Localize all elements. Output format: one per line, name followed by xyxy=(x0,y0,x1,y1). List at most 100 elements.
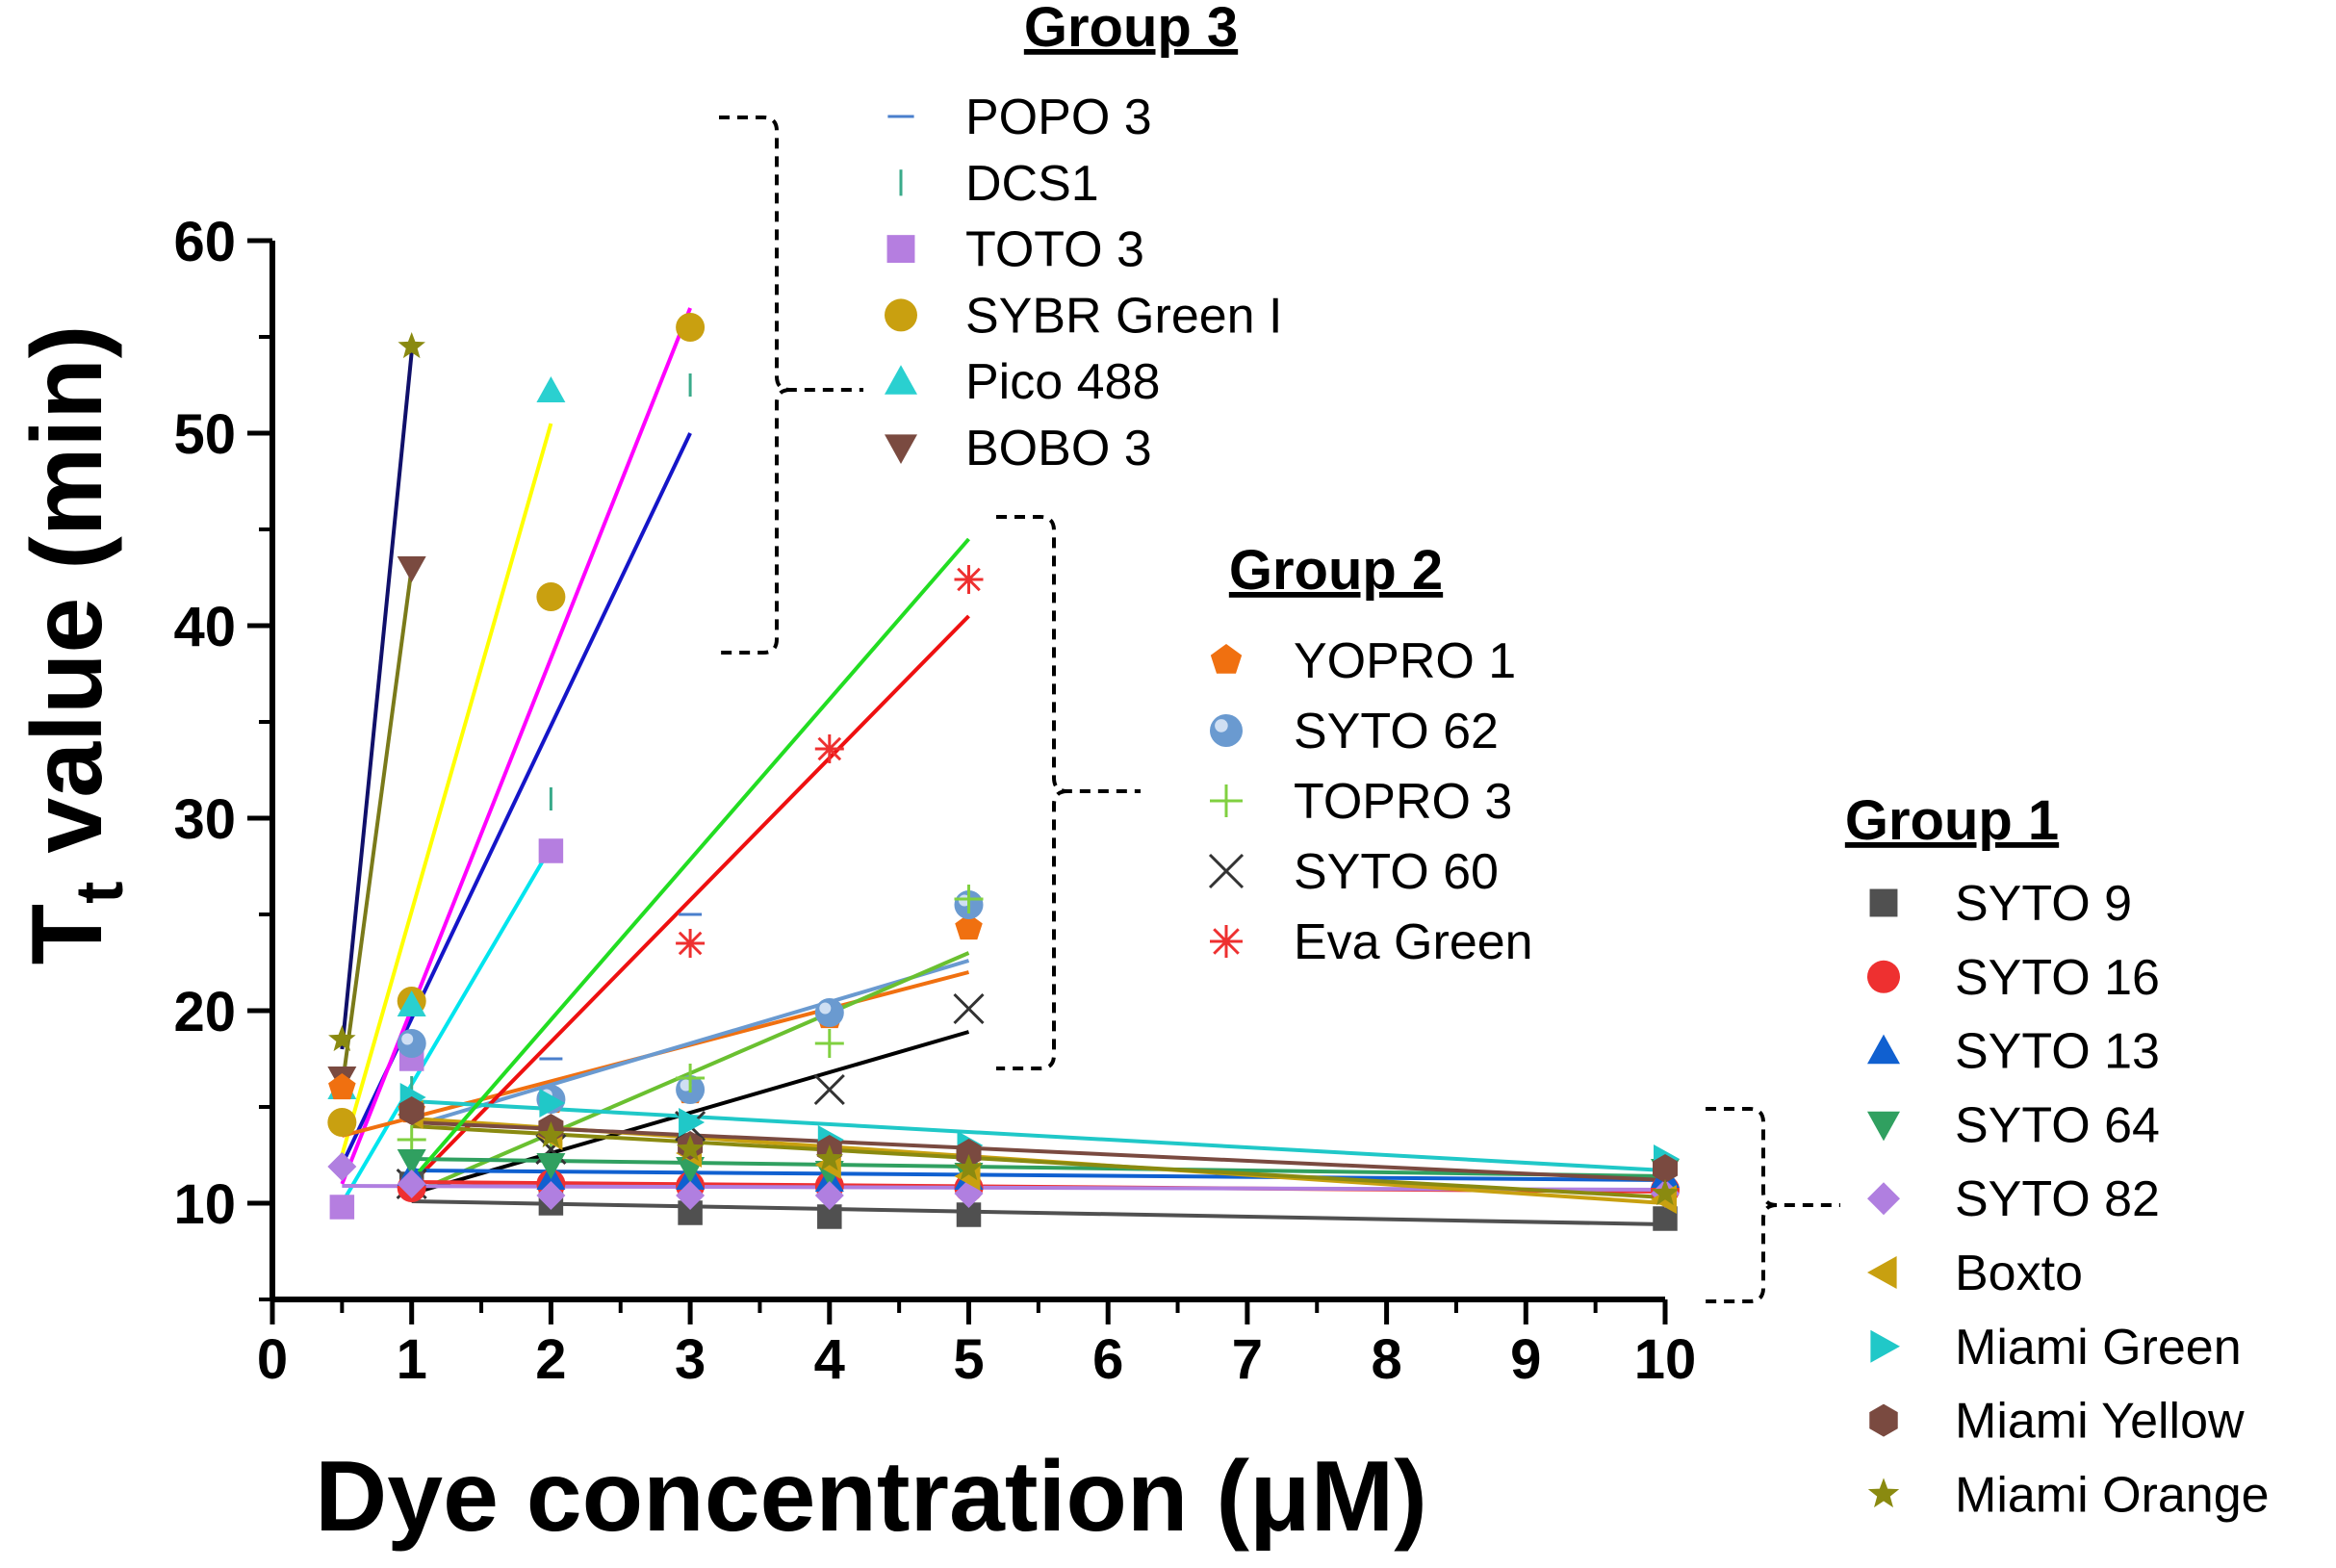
data-point xyxy=(814,734,844,763)
data-point xyxy=(397,990,426,1016)
data-point xyxy=(814,1029,844,1058)
data-point xyxy=(954,565,984,594)
x-b xyxy=(953,992,985,1025)
y-tick-label: 50 xyxy=(173,403,236,466)
legend-marker xyxy=(1869,888,1898,917)
legend-marker xyxy=(886,235,915,264)
data-point xyxy=(955,913,983,940)
legend-marker xyxy=(1210,644,1243,674)
fit-line xyxy=(411,1099,1666,1172)
legend-group-2: Group 2 YOPRO 1 SYTO 62 TOPRO 3 SYTO 60 Eva G… xyxy=(1208,539,1533,970)
legend-label: SYTO 62 xyxy=(1294,704,1499,759)
data-point xyxy=(397,1149,426,1175)
legend-marker xyxy=(1867,1034,1900,1065)
legend-marker xyxy=(1210,714,1243,747)
legend-marker xyxy=(1208,853,1245,889)
data-point xyxy=(676,313,706,342)
legend-group-1: Group 1 SYTO 9 SYTO 16 SYTO 13 SYTO 64 SYTO 8… xyxy=(1845,789,2270,1523)
legend-label: DCS1 xyxy=(965,156,1099,212)
data-point xyxy=(398,1096,424,1125)
fit-line xyxy=(411,1169,1666,1182)
legend-label: SYTO 13 xyxy=(1955,1024,2160,1080)
y-axis-title-main: T xyxy=(12,904,123,965)
fit-line xyxy=(411,1199,1666,1226)
ast-b xyxy=(1213,928,1240,955)
fit-line xyxy=(411,1030,970,1195)
data-point xyxy=(327,1152,357,1181)
group-bracket xyxy=(1706,1107,1840,1303)
legend-marker xyxy=(1867,1111,1900,1142)
legend-group-3: Group 3 POPO 3 DCS1 TOTO 3 SYBR Green I Pico … xyxy=(885,0,1282,476)
sphere-body xyxy=(814,998,844,1027)
fit-line xyxy=(340,307,692,1185)
legend-label: SYTO 64 xyxy=(1955,1097,2160,1153)
x-tick-label: 7 xyxy=(1232,1328,1263,1391)
fit-line xyxy=(340,351,414,1050)
fit-line xyxy=(410,537,971,1182)
legend-label: TOPRO 3 xyxy=(1294,774,1512,830)
fit-line xyxy=(411,1157,1666,1178)
x-tick-label: 9 xyxy=(1510,1328,1541,1391)
y-tick-label: 40 xyxy=(173,596,236,658)
fit-line xyxy=(340,423,553,1156)
legend-marker xyxy=(1210,784,1243,817)
data-point xyxy=(814,998,844,1027)
legend-label: TOTO 3 xyxy=(965,222,1144,278)
legend-label: SYBR Green I xyxy=(965,288,1282,344)
data-point xyxy=(814,1181,844,1210)
data-point xyxy=(676,1064,706,1092)
legend-label: YOPRO 1 xyxy=(1294,633,1516,689)
legend-title: Group 3 xyxy=(1024,0,1238,59)
y-axis-title-rest: value (min) xyxy=(12,325,123,882)
ast-b xyxy=(957,567,981,592)
data-point xyxy=(397,1170,426,1198)
data-point xyxy=(676,929,706,958)
legend-label: Boxto xyxy=(1955,1246,2083,1301)
legend-marker xyxy=(1869,1403,1898,1437)
sphere-body xyxy=(397,1029,426,1058)
legend-label: SYTO 82 xyxy=(1955,1171,2160,1227)
fit-line xyxy=(411,1120,1666,1182)
legend-label: Miami Yellow xyxy=(1955,1394,2245,1450)
data-point xyxy=(536,582,566,611)
data-point xyxy=(953,992,985,1025)
legend-marker xyxy=(885,434,917,464)
legend-marker xyxy=(1210,925,1243,958)
data-point xyxy=(954,885,984,913)
legend-marker xyxy=(1867,1256,1897,1289)
data-point xyxy=(679,1108,706,1137)
data-point xyxy=(676,1135,705,1162)
legend-marker xyxy=(885,298,917,332)
data-point xyxy=(1653,1154,1678,1183)
fit-line xyxy=(340,567,414,1089)
legend-marker xyxy=(885,365,917,395)
group-bracket xyxy=(719,116,863,655)
y-tick-label: 20 xyxy=(173,981,236,1043)
x-tick-label: 2 xyxy=(535,1328,566,1391)
legend-label: Miami Green xyxy=(1955,1320,2242,1375)
x-tick-label: 1 xyxy=(397,1328,427,1391)
chart-axes: 0 1 2 3 4 5 6 7 8 9 10 10 20 30 40 50 60 xyxy=(173,211,1696,1391)
legend-label: SYTO 60 xyxy=(1294,844,1499,900)
x-b xyxy=(813,1073,845,1106)
sphere-highlight xyxy=(1215,719,1228,733)
data-point xyxy=(539,1089,566,1118)
legend-marker xyxy=(1870,1329,1900,1363)
x-tick-label: 4 xyxy=(814,1328,845,1391)
data-point xyxy=(397,1029,426,1058)
fit-line xyxy=(410,614,970,1186)
data-point xyxy=(397,556,426,582)
sphere-highlight xyxy=(401,1033,414,1045)
y-tick-label: 10 xyxy=(173,1173,236,1236)
data-points xyxy=(327,313,1680,1231)
sphere-highlight xyxy=(819,1002,832,1015)
data-point xyxy=(329,1195,355,1220)
x-tick-label: 3 xyxy=(675,1328,706,1391)
x-tick-label: 8 xyxy=(1371,1328,1401,1391)
legends: Group 3 POPO 3 DCS1 TOTO 3 SYBR Green I Pico … xyxy=(885,0,2270,1523)
legend-label: POPO 3 xyxy=(965,90,1152,145)
legend-label: Eva Green xyxy=(1294,914,1533,970)
data-point xyxy=(538,838,564,863)
ast-b xyxy=(817,736,842,761)
